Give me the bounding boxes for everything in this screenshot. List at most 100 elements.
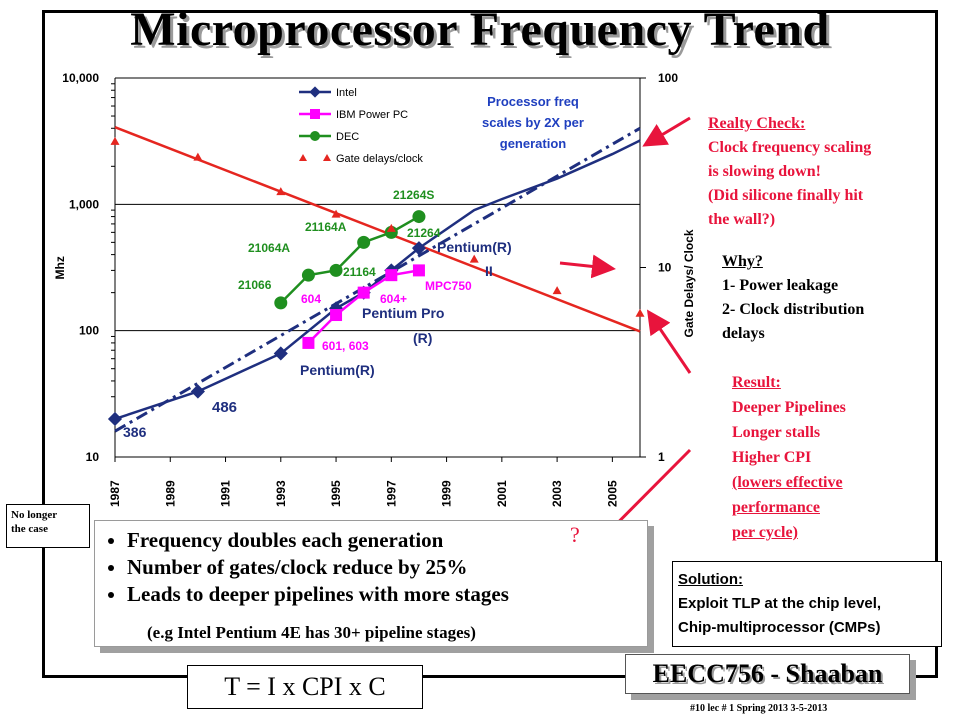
summary-bullet-list: Frequency doubles each generation Number… [95, 527, 647, 608]
course-brand-box: EECC756 - Shaaban [625, 654, 910, 694]
annotation-arrow [642, 116, 691, 147]
why-line: 1- Power leakage [722, 277, 839, 294]
x-tick-label: 2005 [605, 480, 619, 507]
legend-swatch-marker [299, 154, 307, 161]
y-right-axis-label: Gate Delays/ Clock [682, 229, 696, 337]
gate-delay-marker [110, 136, 120, 145]
legend-swatch-marker [323, 154, 331, 161]
series-line [114, 139, 641, 421]
dec-marker [329, 263, 343, 277]
point-label: 21064A [248, 241, 290, 255]
x-tick-label: 1987 [108, 480, 122, 507]
gate-delay-marker [469, 254, 479, 263]
gate-delay-marker [635, 308, 645, 317]
legend-label: IBM Power PC [336, 109, 408, 121]
footer-meta: #10 lec # 1 Spring 2013 3-5-2013 [690, 703, 828, 714]
point-label: (R) [413, 330, 432, 346]
summary-bullets-box: Frequency doubles each generation Number… [94, 520, 648, 647]
y-left-tick-label: 10,000 [62, 71, 99, 85]
reality-check-line: is slowing down! [708, 163, 821, 180]
slide-title: Microprocessor Frequency Trend [130, 3, 830, 56]
legend-swatch-marker [310, 109, 320, 119]
y-right-tick-label: 1 [658, 450, 665, 464]
dec-marker [301, 268, 315, 282]
y-left-tick-label: 100 [79, 324, 99, 338]
why-line: 2- Clock distribution [722, 301, 865, 318]
reality-check-block: Realty Check: Clock frequency scaling is… [708, 112, 871, 232]
point-label: Pentium(R) [437, 239, 512, 255]
solution-box: Solution: Exploit TLP at the chip level,… [672, 561, 942, 647]
bullet-subnote: (e.g Intel Pentium 4E has 30+ pipeline s… [147, 623, 476, 642]
ibm-marker [412, 264, 425, 277]
legend-swatch-marker [309, 86, 321, 98]
x-tick-label: 1995 [329, 480, 343, 507]
bullet-item: Frequency doubles each generation [127, 527, 647, 554]
dec-marker [412, 210, 426, 224]
y-right-tick-label: 100 [658, 71, 678, 85]
dec-marker [274, 296, 288, 310]
point-label: 21066 [238, 278, 272, 292]
legend-swatch-marker [310, 131, 320, 141]
point-label: Pentium(R) [300, 362, 375, 378]
legend-label: Intel [336, 87, 357, 99]
question-mark: ? [570, 522, 580, 547]
reality-check-line: (Did silicone finally hit [708, 187, 864, 204]
gate-delay-marker [276, 187, 286, 196]
x-tick-label: 1993 [274, 480, 288, 507]
point-label: 21264 [407, 226, 441, 240]
point-label: 21264S [393, 188, 434, 202]
y-right-tick-label: 10 [658, 261, 672, 275]
dec-marker [384, 225, 398, 239]
annotation-arrow [646, 309, 692, 374]
y-left-axis-label: Mhz [53, 256, 67, 279]
solution-heading: Solution: [678, 571, 743, 588]
result-line: Deeper Pipelines [732, 399, 846, 416]
no-longer-note: No longer the case [6, 504, 90, 548]
result-heading: Result: [732, 374, 781, 391]
reality-check-heading: Realty Check: [708, 115, 806, 132]
reality-check-line: Clock frequency scaling [708, 139, 872, 156]
point-label: II [485, 263, 493, 279]
intel-marker [273, 346, 288, 361]
solution-line: Exploit TLP at the chip level, [678, 595, 882, 612]
point-label: 601, 603 [322, 339, 369, 353]
why-block: Why? 1- Power leakage 2- Clock distribut… [722, 250, 864, 346]
result-line: Longer stalls [732, 424, 821, 441]
gate-delay-marker [552, 286, 562, 295]
point-label: MPC750 [425, 279, 472, 293]
intel-marker [107, 411, 123, 427]
cpu-time-formula: T = I x CPI x C [187, 665, 423, 709]
x-tick-label: 2001 [495, 480, 509, 507]
intel-marker [411, 241, 427, 256]
x-tick-label: 1999 [440, 480, 454, 507]
why-heading: Why? [722, 253, 763, 270]
reality-check-line: the wall?) [708, 211, 776, 228]
x-tick-label: 1997 [384, 480, 398, 507]
frequency-scaling-trend-line [114, 126, 641, 433]
result-line: per cycle) [732, 524, 798, 541]
solution-line: Chip-multiprocessor (CMPs) [678, 619, 881, 636]
result-line: Higher CPI [732, 449, 812, 466]
point-label: 486 [212, 399, 237, 416]
result-line: (lowers effective [732, 474, 843, 491]
point-label: 604+ [380, 292, 407, 306]
legend-label: Gate delays/clock [336, 153, 423, 165]
bullet-item: Leads to deeper pipelines with more stag… [127, 581, 647, 608]
scaling-note-line: Processor freq [487, 94, 579, 109]
intel-marker [190, 384, 205, 399]
point-label: 21164 [343, 265, 376, 279]
x-tick-label: 1991 [219, 480, 233, 507]
result-block: Result: Deeper Pipelines Longer stalls H… [732, 370, 846, 545]
point-label: 386 [123, 424, 147, 440]
y-left-tick-label: 1,000 [69, 197, 99, 211]
gate-delay-marker [386, 223, 396, 232]
bullet-item: Number of gates/clock reduce by 25% [127, 554, 647, 581]
x-tick-label: 1989 [163, 480, 177, 507]
y-left-tick-label: 10 [86, 450, 100, 464]
dec-marker [357, 235, 371, 249]
ibm-marker [330, 309, 343, 322]
no-longer-line: the case [11, 523, 48, 535]
no-longer-line: No longer [11, 509, 58, 521]
gate-delay-trend-line [114, 126, 641, 333]
